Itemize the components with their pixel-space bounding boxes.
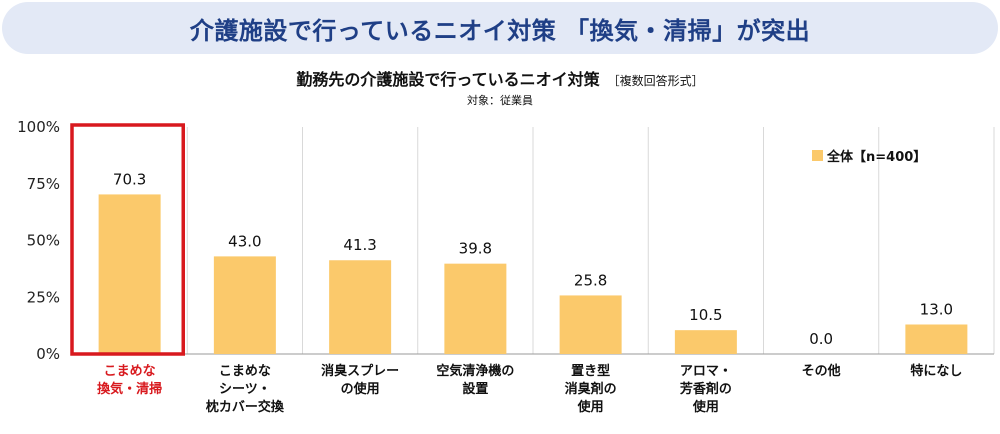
data-label: 41.3: [343, 236, 376, 254]
bar: [329, 260, 392, 354]
data-label: 0.0: [809, 330, 833, 348]
x-tick-label: 置き型: [571, 363, 610, 379]
x-tick-label: その他: [802, 363, 841, 379]
data-label: 10.5: [689, 306, 722, 324]
bar: [905, 324, 968, 354]
x-tick-label: アロマ・: [680, 364, 732, 379]
x-tick-label: 使用: [577, 399, 604, 415]
data-label: 25.8: [574, 271, 607, 289]
banner-title-text: 介護施設で行っているニオイ対策 「換気・清掃」が突出: [189, 16, 811, 45]
bar: [559, 295, 622, 354]
y-tick-label: 0%: [36, 345, 60, 363]
x-tick-label: シーツ・: [219, 382, 271, 397]
data-label: 43.0: [228, 232, 261, 250]
x-tick-label: 枕カバー交換: [206, 399, 285, 415]
y-tick-label: 25%: [27, 288, 60, 306]
x-tick-label: 消臭スプレー: [321, 363, 399, 379]
legend-label: 全体【n=400】: [826, 149, 926, 165]
chart-subtitle: 対象：従業員: [467, 94, 533, 107]
x-tick-label: 空気清浄機の: [436, 363, 514, 379]
data-label: 70.3: [113, 170, 146, 188]
chart-title-text: 勤務先の介護施設で行っているニオイ対策: [296, 70, 600, 89]
banner-title: 介護施設で行っているニオイ対策 「換気・清掃」が突出: [2, 2, 998, 54]
x-tick-label: の使用: [341, 381, 380, 397]
x-tick-label: 使用: [692, 399, 719, 415]
x-tick-label: 設置: [462, 381, 488, 397]
x-tick-label: こまめな: [104, 364, 156, 379]
bar: [98, 194, 161, 354]
chart-title-note: ［複数回答形式］: [607, 74, 704, 88]
bar: [213, 256, 276, 354]
data-label: 39.8: [459, 240, 492, 258]
bar: [444, 263, 507, 354]
bar: [674, 330, 737, 354]
y-tick-label: 50%: [27, 232, 60, 250]
chart-title: 勤務先の介護施設で行っているニオイ対策 ［複数回答形式］: [0, 66, 1000, 90]
x-tick-label: 消臭剤の: [565, 381, 617, 397]
x-tick-label: 芳香剤の: [680, 381, 732, 397]
x-tick-label: こまめな: [219, 364, 271, 379]
y-tick-label: 100%: [17, 118, 60, 136]
highlight-box: [70, 123, 185, 356]
legend-swatch: [812, 150, 823, 161]
x-tick-label: 換気・清掃: [97, 381, 162, 397]
data-label: 13.0: [920, 300, 953, 318]
x-tick-label: 特になし: [910, 363, 962, 379]
y-tick-label: 75%: [27, 175, 60, 193]
